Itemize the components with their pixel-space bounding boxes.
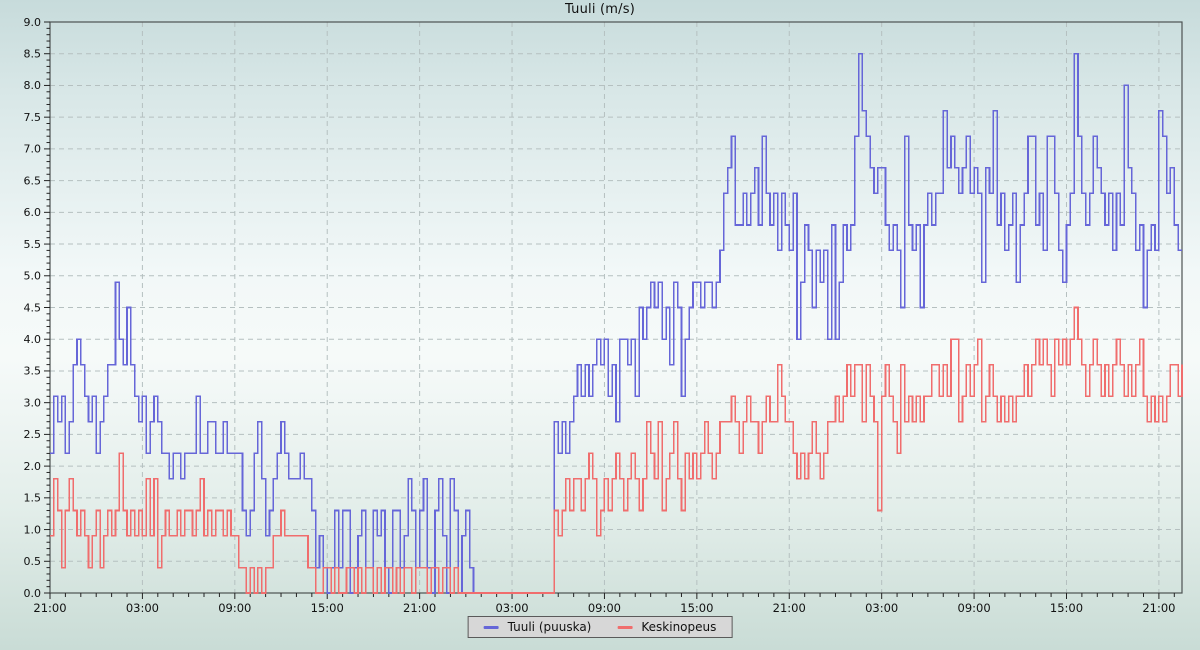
y-tick-label: 8.5	[24, 48, 42, 61]
y-tick-label: 9.0	[24, 16, 42, 29]
legend-swatch-average	[617, 625, 633, 629]
x-tick-label: 21:00	[773, 601, 806, 615]
x-axis-labels: 21:00 03:00 09:00 15:00 21:00 03:00 09:00 15:00…	[33, 601, 1175, 615]
y-tick-label: 5.5	[24, 238, 42, 251]
x-tick-label: 21:00	[403, 601, 436, 615]
y-tick-label: 7.0	[24, 143, 42, 156]
y-tick-label: 3.5	[24, 365, 42, 378]
gridlines	[50, 22, 1182, 593]
x-tick-label: 03:00	[126, 601, 159, 615]
y-tick-label: 8.0	[24, 79, 42, 92]
x-tick-label: 09:00	[588, 601, 621, 615]
y-tick-label: 2.5	[24, 428, 42, 441]
y-tick-label: 4.5	[24, 301, 42, 314]
y-tick-label: 6.0	[24, 206, 42, 219]
x-tick-label: 21:00	[33, 601, 66, 615]
x-tick-label: 03:00	[495, 601, 528, 615]
series-line-gust	[50, 52, 1182, 594]
y-tick-label: 1.0	[24, 523, 42, 536]
plot-border	[49, 21, 1183, 594]
chart-title: Tuuli (m/s)	[565, 2, 635, 17]
legend-item-gust: Tuuli (puuska)	[483, 620, 592, 634]
legend-item-average: Keskinopeus	[617, 620, 716, 634]
y-tick-label: 2.0	[24, 460, 42, 473]
legend-swatch-gust	[483, 625, 499, 629]
legend-label-average: Keskinopeus	[641, 620, 717, 634]
x-tick-label: 21:00	[1142, 601, 1175, 615]
x-tick-label: 09:00	[958, 601, 991, 615]
y-tick-label: 4.0	[24, 333, 42, 346]
y-tick-label: 0.5	[24, 555, 42, 568]
series-line-average	[50, 306, 1183, 594]
x-axis-ticks	[49, 593, 1175, 599]
chart-legend: Tuuli (puuska) Keskinopeus	[467, 616, 733, 638]
y-tick-label: 7.5	[24, 111, 42, 124]
y-axis-ticks	[44, 21, 50, 594]
x-tick-label: 15:00	[311, 601, 344, 615]
x-tick-label: 15:00	[680, 601, 713, 615]
legend-label-gust: Tuuli (puuska)	[507, 620, 592, 634]
y-tick-label: 0.0	[24, 587, 42, 600]
y-tick-label: 5.0	[24, 270, 42, 283]
x-tick-label: 09:00	[218, 601, 251, 615]
y-tick-label: 6.5	[24, 174, 42, 187]
y-axis-labels: 0.0 0.5 1.0 1.5 2.0 2.5 3.0 3.5 4.0 4.5 5.0 5.5 6.0 6…	[24, 16, 42, 600]
y-tick-label: 1.5	[24, 492, 42, 505]
y-tick-label: 3.0	[24, 396, 42, 409]
x-tick-label: 15:00	[1050, 601, 1083, 615]
x-tick-label: 03:00	[865, 601, 898, 615]
